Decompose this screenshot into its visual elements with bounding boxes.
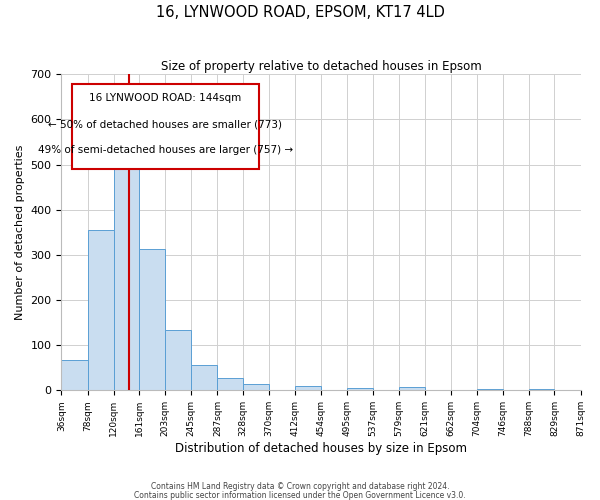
X-axis label: Distribution of detached houses by size in Epsom: Distribution of detached houses by size … bbox=[175, 442, 467, 455]
Title: Size of property relative to detached houses in Epsom: Size of property relative to detached ho… bbox=[161, 60, 481, 73]
Text: 16 LYNWOOD ROAD: 144sqm: 16 LYNWOOD ROAD: 144sqm bbox=[89, 93, 241, 103]
Y-axis label: Number of detached properties: Number of detached properties bbox=[15, 144, 25, 320]
Text: Contains public sector information licensed under the Open Government Licence v3: Contains public sector information licen… bbox=[134, 491, 466, 500]
Bar bbox=[529, 388, 554, 390]
Bar bbox=[61, 360, 88, 390]
Bar bbox=[295, 386, 321, 390]
Bar bbox=[476, 388, 503, 390]
Text: ← 50% of detached houses are smaller (773): ← 50% of detached houses are smaller (77… bbox=[48, 119, 282, 129]
Bar bbox=[191, 364, 217, 390]
Text: 16, LYNWOOD ROAD, EPSOM, KT17 4LD: 16, LYNWOOD ROAD, EPSOM, KT17 4LD bbox=[155, 5, 445, 20]
Text: Contains HM Land Registry data © Crown copyright and database right 2024.: Contains HM Land Registry data © Crown c… bbox=[151, 482, 449, 491]
Bar bbox=[243, 384, 269, 390]
Bar bbox=[113, 134, 139, 390]
Bar bbox=[217, 378, 243, 390]
Bar bbox=[165, 330, 191, 390]
Bar bbox=[139, 249, 165, 390]
Bar bbox=[399, 386, 425, 390]
Bar bbox=[347, 388, 373, 390]
Bar bbox=[72, 84, 259, 169]
Text: 49% of semi-detached houses are larger (757) →: 49% of semi-detached houses are larger (… bbox=[38, 145, 293, 155]
Bar bbox=[88, 230, 113, 390]
